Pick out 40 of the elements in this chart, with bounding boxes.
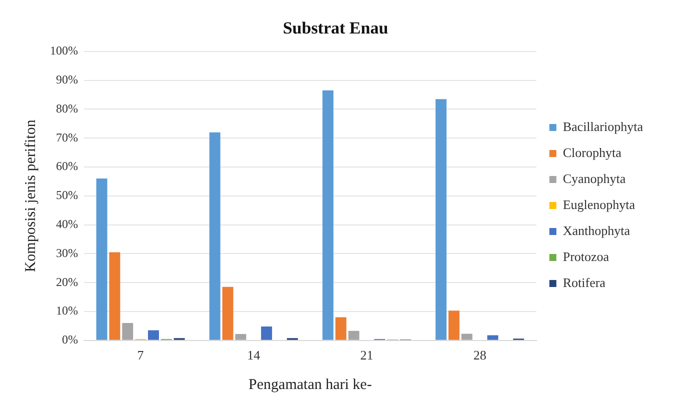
bar	[261, 326, 272, 340]
bar	[122, 323, 134, 340]
bar	[222, 286, 234, 340]
x-tick-label: 14	[247, 348, 261, 363]
bar	[209, 132, 220, 340]
legend-label: Protozoa	[562, 248, 610, 264]
y-tick-label: 40%	[56, 216, 78, 231]
legend-label: Clorophyta	[562, 144, 622, 160]
x-tick-label: 7	[137, 348, 144, 363]
bar	[436, 99, 447, 340]
y-tick-label: 100%	[50, 44, 78, 58]
y-tick-label: 60%	[56, 159, 78, 174]
y-tick-label: 10%	[56, 304, 78, 318]
y-tick-label: 90%	[56, 72, 78, 86]
legend-label: Xanthophyta	[562, 222, 630, 238]
bar	[487, 335, 498, 340]
bar	[109, 252, 120, 340]
y-tick-label: 70%	[56, 130, 78, 144]
legend-label: Euglenophyta	[562, 196, 636, 212]
x-tick-label: 21	[360, 348, 374, 363]
y-tick-label: 0%	[62, 332, 78, 347]
y-tick-label: 80%	[56, 101, 78, 116]
y-tick-label: 50%	[56, 188, 78, 202]
bar	[335, 317, 346, 340]
bar	[448, 310, 460, 340]
chart-title: Substrat Enau	[282, 18, 388, 38]
bar	[235, 334, 246, 340]
bar	[322, 90, 334, 340]
bar	[461, 334, 472, 340]
bar	[96, 178, 108, 340]
x-tick-label: 28	[473, 348, 486, 363]
legend-label: Cyanophyta	[562, 170, 626, 186]
y-tick-label: 20%	[56, 274, 78, 289]
bar	[148, 330, 159, 340]
y-axis-title: Komposisi jenis perifiton	[22, 119, 39, 272]
legend-label: Bacillariophyta	[562, 118, 644, 134]
legend-label: Rotifera	[562, 274, 606, 290]
bar	[348, 330, 360, 340]
x-axis-title: Pengamatan hari ke-	[248, 376, 372, 393]
y-tick-label: 30%	[56, 246, 78, 260]
